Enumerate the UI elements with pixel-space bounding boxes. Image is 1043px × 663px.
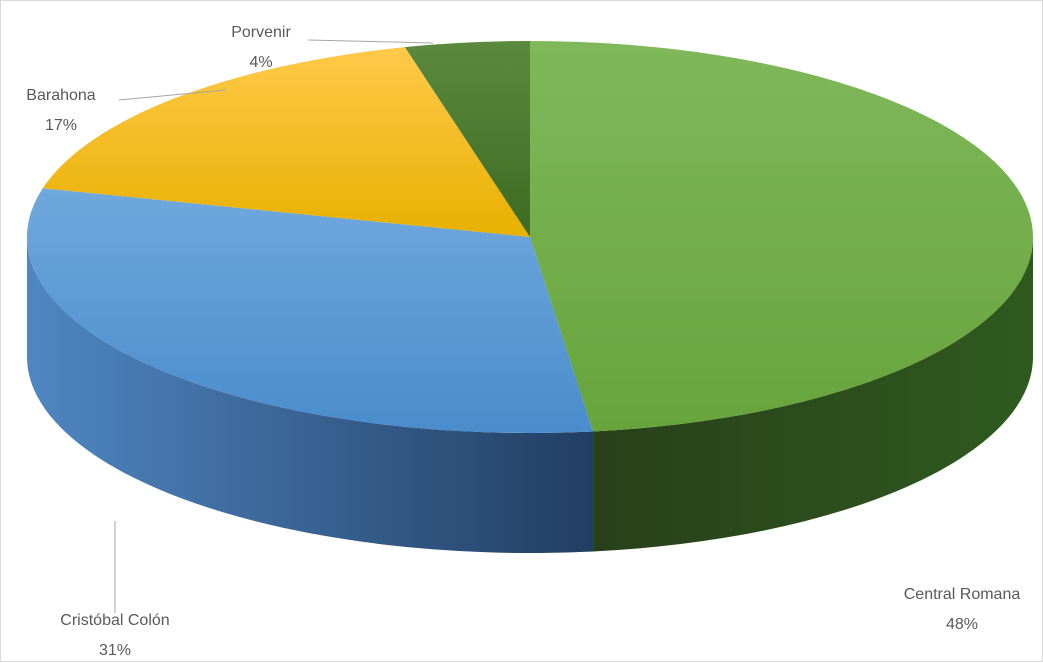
label-category-barahona: Barahona [26, 87, 95, 104]
data-labels: Central Romana 48% Cristóbal Colón 31% Barah… [26, 24, 1020, 659]
label-category-cristobal-colon: Cristóbal Colón [60, 612, 169, 629]
label-category-porvenir: Porvenir [231, 24, 291, 41]
slice-side-central-romana [593, 237, 1033, 552]
label-category-central-romana: Central Romana [904, 586, 1021, 603]
label-value-cristobal-colon: 31% [99, 642, 131, 659]
slice-central-romana [530, 41, 1034, 432]
pie-surface [26, 41, 1034, 433]
slice-porvenir [404, 41, 530, 237]
slice-barahona [42, 47, 530, 237]
label-value-barahona: 17% [45, 117, 77, 134]
slice-cristobal-colon [26, 188, 594, 433]
slice-side-cristobal-colon [27, 237, 594, 553]
pie-depth [27, 237, 1033, 553]
label-value-central-romana: 48% [946, 616, 978, 633]
leader-line-barahona [118, 89, 227, 101]
leader-line-porvenir [307, 39, 434, 44]
label-value-porvenir: 4% [249, 54, 272, 71]
